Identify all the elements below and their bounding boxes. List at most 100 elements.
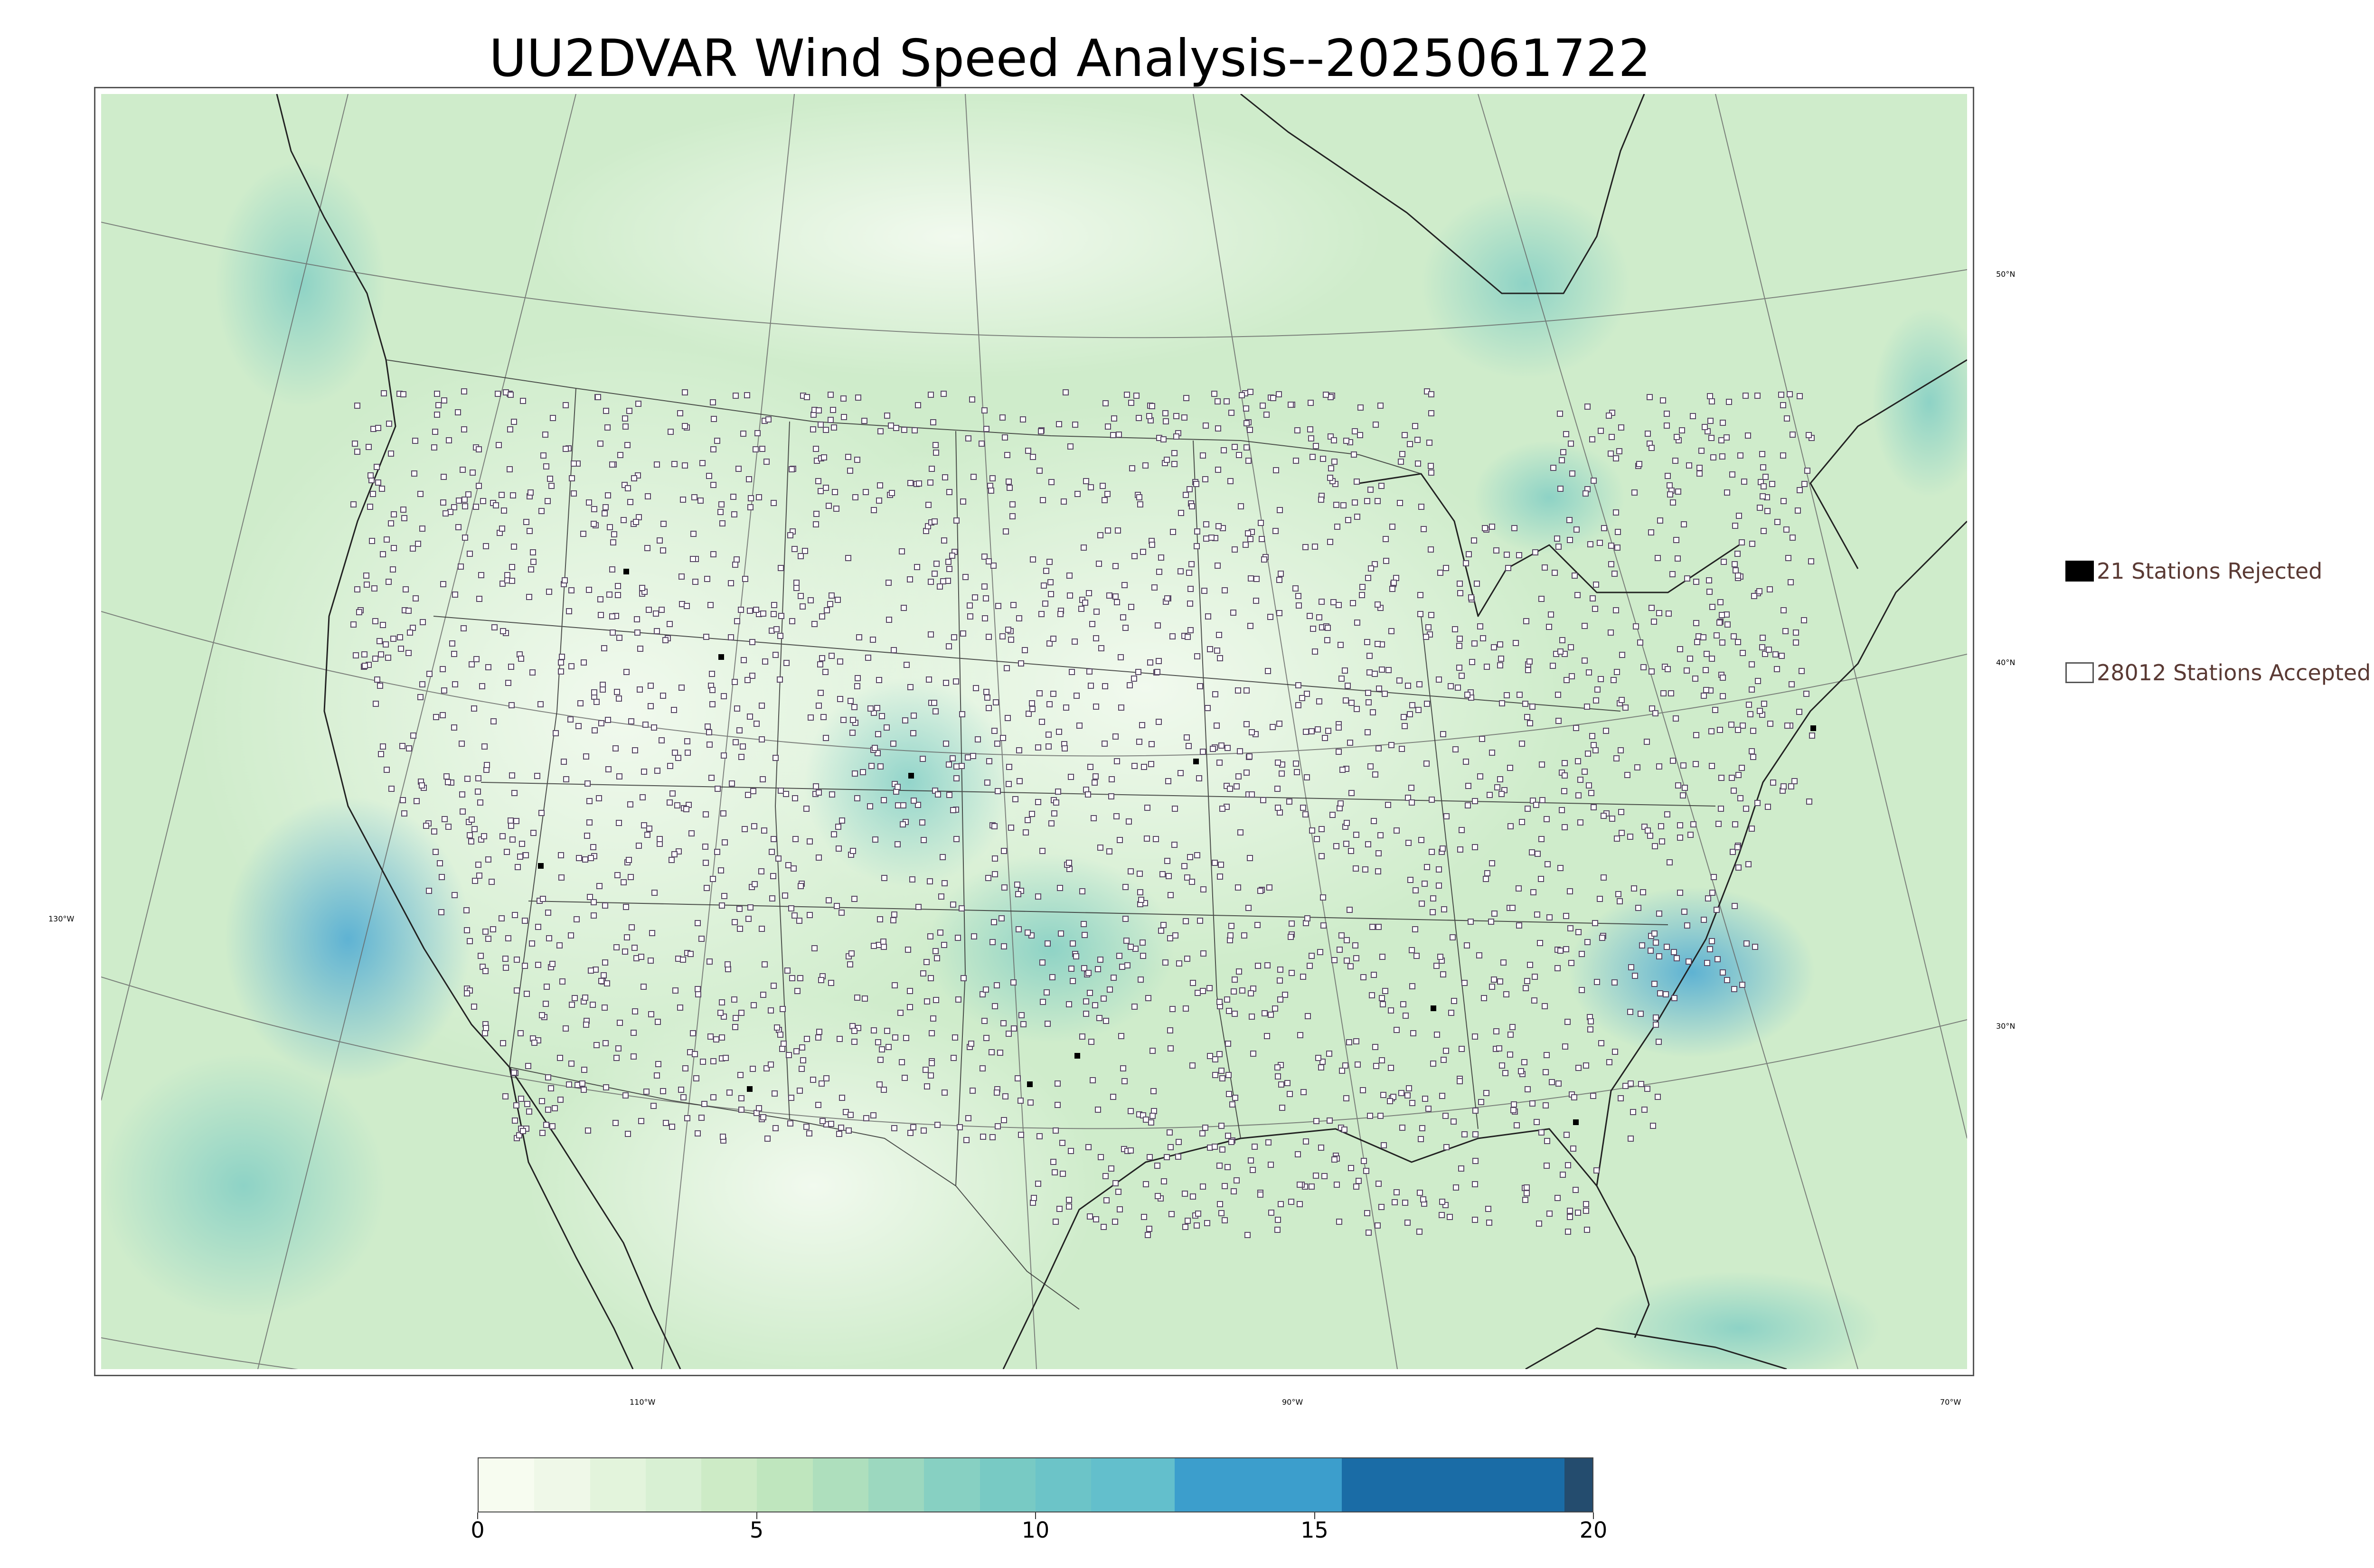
station-marker [563,446,569,452]
station-marker [1491,976,1497,983]
station-marker [806,1130,812,1136]
station-marker [410,732,416,739]
station-marker [1096,1015,1102,1021]
station-marker [1195,990,1201,996]
station-marker [1124,962,1130,968]
station-marker [719,999,725,1005]
station-marker [1522,1197,1528,1203]
station-marker [1640,889,1646,895]
station-marker [1178,568,1184,574]
station-marker [1212,1144,1218,1150]
station-marker [1483,1090,1489,1096]
station-marker [1745,861,1752,867]
station-marker [1137,871,1143,877]
station-marker [1190,980,1196,986]
station-marker [598,612,604,618]
station-marker [1194,528,1200,535]
station-marker [518,1030,524,1036]
station-marker [1277,967,1283,973]
station-marker [816,854,822,861]
station-marker [1471,537,1477,544]
station-marker [1128,1147,1134,1154]
station-marker [467,551,473,557]
station-marker [1583,1062,1589,1069]
station-marker [1514,1122,1520,1128]
station-marker [1114,599,1120,605]
station-marker [1375,850,1382,856]
wind-speed-map[interactable] [101,94,1967,1369]
station-marker [989,1134,996,1140]
station-marker [1274,1064,1281,1070]
legend-rejected: 21 Stations Rejected [2065,558,2322,584]
station-marker [989,1049,995,1055]
station-marker [937,583,943,590]
station-marker [1448,1010,1454,1016]
station-marker [1216,1051,1223,1057]
station-marker [1388,1065,1394,1071]
station-marker [1185,1218,1191,1224]
station-marker [1567,1208,1573,1214]
station-marker [1208,535,1215,541]
station-marker [390,636,396,642]
station-marker [1230,610,1236,616]
station-marker [1584,404,1591,410]
station-marker [1628,1080,1634,1087]
station-marker [1345,517,1351,523]
station-marker [1720,693,1726,699]
station-marker [920,756,926,762]
station-marker [901,427,907,433]
station-marker [1618,1095,1624,1101]
station-marker [1422,881,1428,887]
station-marker [1751,593,1757,599]
station-marker [1687,832,1694,838]
station-marker [1108,1165,1114,1172]
station-marker [1519,741,1525,747]
station-marker [1507,765,1513,771]
station-marker [703,811,709,817]
station-marker [1146,413,1152,419]
station-marker [728,580,734,586]
station-marker [462,497,468,503]
station-marker [933,561,940,567]
station-marker [779,1046,785,1052]
station-marker [881,875,887,881]
station-marker [1774,666,1780,672]
station-marker [797,975,803,981]
station-marker [1352,942,1358,948]
station-marker [1664,811,1670,817]
station-marker [680,1094,687,1100]
station-marker [478,953,484,959]
station-marker [1637,639,1643,646]
station-marker [904,662,910,668]
station-marker [1546,914,1553,920]
station-marker [480,498,486,504]
station-marker [1169,1006,1176,1012]
station-marker [535,924,541,930]
station-marker [643,1089,650,1095]
station-marker [576,855,582,861]
station-marker [1573,725,1579,731]
station-marker [1670,758,1676,764]
station-marker [829,653,835,659]
station-marker [1083,478,1089,484]
station-marker [771,602,777,608]
station-marker [1140,953,1146,959]
station-marker [816,1029,822,1035]
station-marker [510,492,516,498]
station-marker [406,745,412,751]
station-marker [1388,628,1394,634]
station-marker [1296,602,1302,609]
station-marker [921,1127,927,1134]
station-marker [1524,1184,1530,1191]
station-marker [683,806,689,812]
station-marker [1319,826,1325,832]
station-marker [1239,987,1245,994]
station-marker [403,586,409,592]
station-marker [672,750,678,756]
station-marker [1324,637,1330,643]
station-marker [927,479,933,486]
station-marker [1203,521,1209,527]
station-marker [509,564,515,570]
station-marker [1749,748,1755,754]
station-marker [649,930,655,936]
